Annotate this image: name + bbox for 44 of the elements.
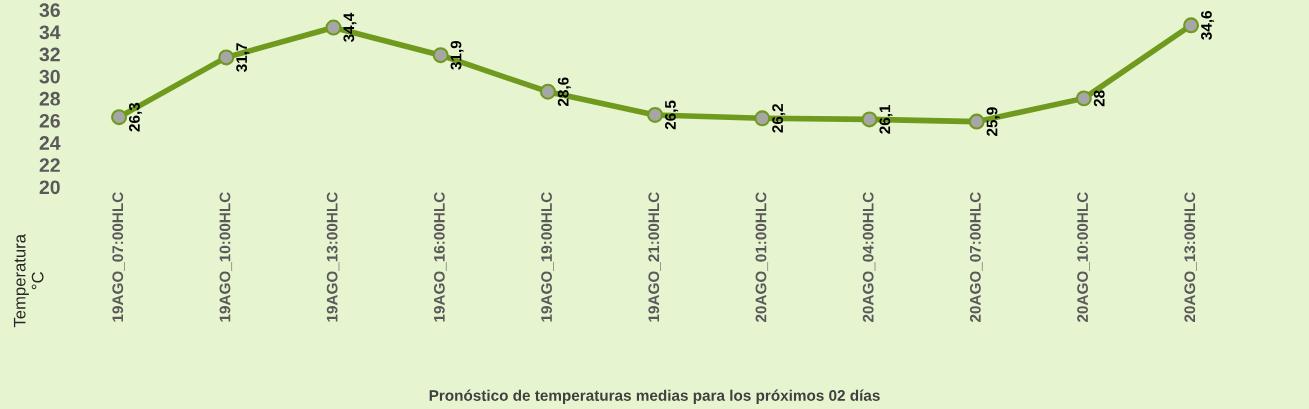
y-tick-label: 34 (39, 25, 61, 40)
data-label: 34,4 (343, 12, 357, 43)
x-tick-label: 19AGO_07:00HLC (112, 192, 125, 322)
data-label: 28 (1093, 90, 1105, 107)
y-axis-title: Temperatura °C (13, 233, 44, 328)
y-tick-label: 20 (39, 180, 60, 195)
data-label: 26,3 (129, 102, 143, 132)
data-label: 31,9 (450, 40, 464, 70)
data-label: 25,9 (986, 107, 1000, 136)
x-tick-label: 20AGO_13:00HLC (1184, 192, 1197, 322)
y-tick-label: 32 (39, 47, 60, 62)
x-tick-label: 20AGO_07:00HLC (969, 192, 983, 322)
point (968, 113, 985, 130)
y-tick-label: 30 (39, 69, 60, 84)
point (1183, 17, 1200, 34)
x-tick-label: 19AGO_16:00HLC (433, 192, 447, 322)
data-label: 26,1 (879, 104, 893, 134)
data-label: 26,2 (772, 104, 786, 133)
point (861, 111, 878, 128)
data-label: 34,6 (1201, 11, 1215, 40)
y-tick-label: 22 (39, 158, 60, 172)
point (1075, 90, 1092, 107)
data-label: 28,6 (557, 77, 571, 107)
x-tick-label: 19AGO_19:00HLC (541, 192, 554, 322)
point (432, 47, 449, 64)
point (539, 83, 556, 100)
text: Pronóstico de temperaturas medias para los próximos 02 días (429, 389, 880, 404)
x-tick-label: 20AGO_01:00HLC (755, 192, 769, 322)
point (325, 19, 342, 36)
data-label: 31,7 (236, 43, 250, 72)
point (111, 109, 128, 126)
y-tick-label: 24 (39, 136, 61, 150)
x-tick-label: 19AGO_13:00HLC (326, 192, 340, 322)
x-tick-label: 19AGO_21:00HLC (648, 192, 661, 322)
y-tick-label: 26 (39, 113, 60, 128)
x-tick-label: 20AGO_04:00HLC (862, 192, 876, 322)
point (218, 49, 235, 66)
point (754, 110, 771, 127)
data-label: 26,5 (665, 100, 679, 130)
point (647, 106, 664, 123)
x-tick-label: 19AGO_10:00HLC (219, 192, 233, 322)
y-tick-label: 36 (39, 3, 60, 18)
x-tick-label: 20AGO_10:00HLC (1077, 192, 1090, 322)
y-tick-label: 28 (39, 91, 60, 106)
